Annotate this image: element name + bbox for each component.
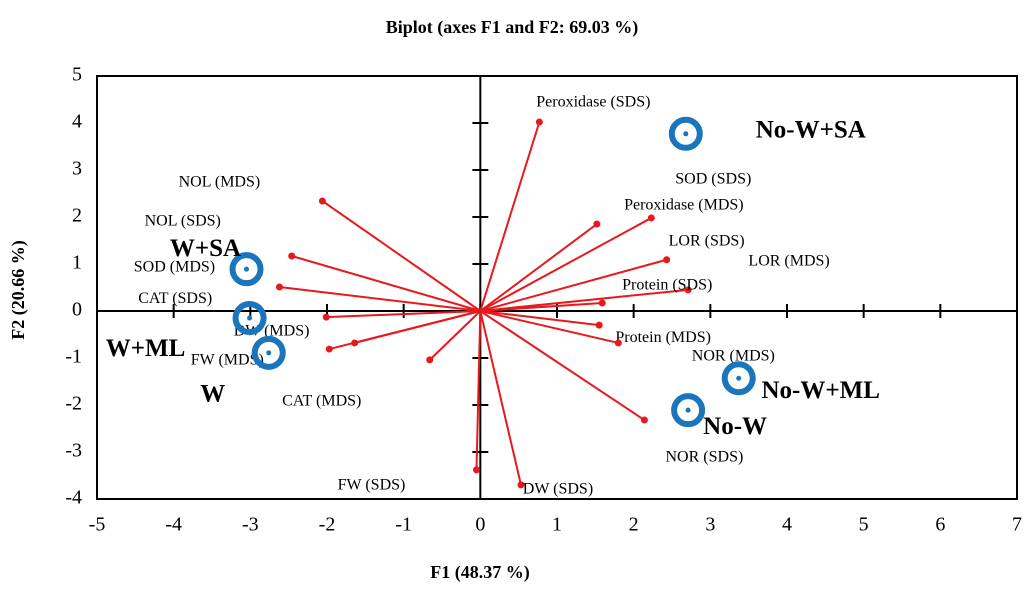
variable-label: NOR (SDS): [666, 449, 744, 466]
loading-vector: [480, 258, 667, 312]
loading-vector: [479, 217, 652, 312]
observation-label: No-W: [703, 413, 767, 440]
variable-label: LOR (SDS): [669, 232, 745, 249]
loading-vector: [479, 223, 598, 312]
x-tick-label: -3: [242, 514, 259, 536]
y-tick-label: 4: [72, 111, 82, 133]
observation-point: [683, 131, 689, 137]
observation-ring: [668, 116, 703, 151]
loading-vector: [429, 310, 482, 361]
observation-point: [266, 350, 272, 356]
loading-vector: [479, 310, 522, 486]
variable-label: FW (SDS): [338, 477, 406, 494]
loading-point: [663, 256, 671, 264]
loading-point: [595, 321, 603, 329]
loading-point: [288, 252, 296, 260]
loading-point: [517, 481, 525, 489]
x-tick-label: -4: [165, 514, 182, 536]
y-tick-label: -3: [65, 440, 82, 462]
variable-label: Peroxidase (SDS): [536, 94, 650, 111]
variable-label: SOD (MDS): [134, 259, 215, 276]
y-tick-label: 2: [72, 205, 82, 227]
loading-point: [598, 299, 606, 307]
loading-vector: [480, 310, 600, 327]
y-axis-label: F2 (20.66 %): [8, 240, 29, 339]
loading-vector: [326, 310, 481, 319]
loading-point: [318, 197, 326, 205]
variable-label: CAT (SDS): [138, 290, 212, 307]
loading-vector: [329, 310, 481, 351]
variable-label: Protein (SDS): [622, 277, 712, 294]
y-tick-label: 1: [72, 252, 82, 274]
variable-label: SOD (SDS): [675, 171, 751, 188]
y-tick-label: -4: [65, 487, 82, 509]
y-tick-label: -1: [65, 346, 82, 368]
variable-label: NOL (MDS): [179, 174, 261, 191]
variable-label: DW (SDS): [523, 481, 593, 498]
variable-label: Protein (MDS): [615, 329, 711, 346]
observation-ring: [251, 335, 286, 370]
loading-point: [322, 313, 330, 321]
loading-vector: [480, 302, 603, 312]
variable-label: DW (MDS): [234, 323, 310, 340]
observation-label: W: [200, 381, 225, 408]
plot-frame: [96, 75, 1018, 500]
observation-label: W+SA: [170, 235, 241, 262]
x-tick-label: 3: [705, 514, 715, 536]
observation-point: [247, 315, 253, 321]
x-tick-label: 4: [782, 514, 792, 536]
observation-ring: [229, 252, 264, 287]
observation-label: No-W+SA: [756, 117, 866, 144]
loading-vector: [321, 200, 481, 312]
loading-vector: [475, 310, 482, 470]
observation-point: [685, 407, 691, 413]
variable-label: LOR (MDS): [748, 253, 829, 270]
loading-point: [325, 345, 333, 353]
observation-point: [736, 375, 742, 381]
x-tick-label: -2: [319, 514, 336, 536]
loading-vector: [291, 255, 481, 312]
loading-vector: [479, 121, 541, 312]
variable-label: NOL (SDS): [145, 213, 221, 230]
x-tick-label: -5: [89, 514, 106, 536]
loading-point: [535, 118, 543, 126]
variable-label: Peroxidase (MDS): [624, 197, 744, 214]
y-tick-label: 5: [72, 64, 82, 86]
observation-ring: [671, 393, 706, 428]
x-tick-label: 0: [475, 514, 485, 536]
loading-vector: [279, 286, 481, 312]
loading-point: [614, 339, 622, 347]
variable-label: NOR (MDS): [692, 348, 775, 365]
y-tick-label: 3: [72, 158, 82, 180]
variable-label: FW (MDS): [191, 352, 264, 369]
x-tick-label: -1: [395, 514, 412, 536]
x-tick-label: 7: [1012, 514, 1022, 536]
x-tick-label: 2: [629, 514, 639, 536]
loading-point: [684, 286, 692, 294]
variable-label: CAT (MDS): [282, 393, 361, 410]
x-axis-label: F1 (48.37 %): [430, 562, 529, 583]
loading-vector: [480, 288, 689, 312]
loading-vector: [479, 310, 645, 421]
loading-point: [275, 283, 283, 291]
loading-point: [593, 220, 601, 228]
x-tick-label: 6: [935, 514, 945, 536]
loading-point: [640, 416, 648, 424]
observation-point: [244, 266, 249, 272]
observation-ring: [721, 361, 756, 396]
loading-point: [647, 214, 655, 222]
y-tick-label: -2: [65, 393, 82, 415]
loading-point: [473, 466, 480, 474]
observation-label: W+ML: [106, 335, 186, 362]
x-tick-label: 5: [859, 514, 869, 536]
loading-vector: [480, 310, 619, 344]
chart-title: Biplot (axes F1 and F2: 69.03 %): [386, 17, 639, 38]
observation-label: No-W+ML: [761, 377, 879, 404]
observation-ring: [232, 301, 267, 336]
x-tick-label: 1: [552, 514, 562, 536]
y-tick-label: 0: [72, 299, 82, 321]
loading-point: [426, 356, 434, 364]
